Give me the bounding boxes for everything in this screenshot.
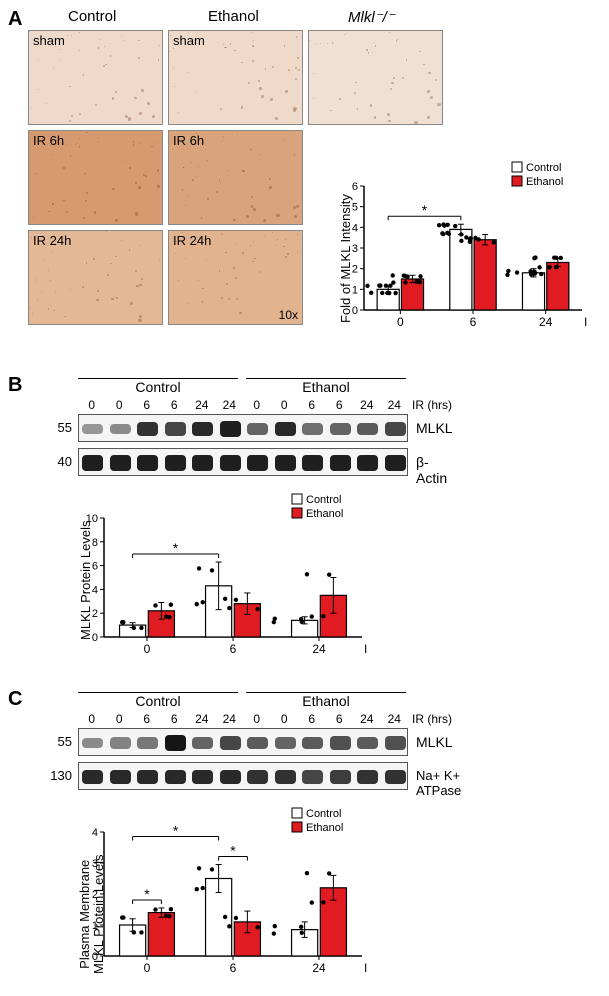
panelC-lane-times: 0066242400662424 (78, 712, 408, 726)
svg-text:*: * (173, 540, 179, 556)
svg-text:24: 24 (312, 642, 326, 656)
group-label: Control (135, 693, 180, 709)
panel-c: C Control Ethanol 0066242400662424 IR (h… (8, 688, 601, 988)
micrograph-control-24h: IR 24h (28, 230, 163, 325)
blot-name-mlkl-c: MLKL (416, 734, 453, 750)
svg-text:6: 6 (352, 181, 358, 193)
micrograph-ethanol-24h: IR 24h 10x (168, 230, 303, 325)
micrograph-label: sham (33, 33, 65, 48)
svg-text:Ethanol: Ethanol (306, 822, 343, 834)
svg-text:*: * (144, 886, 150, 902)
svg-text:0: 0 (144, 961, 151, 975)
svg-text:IR (hrs): IR (hrs) (584, 315, 588, 329)
svg-text:Control: Control (526, 162, 561, 174)
blot-actin (78, 448, 408, 476)
panelA-col-control: Control (68, 8, 116, 25)
panelC-group-control: Control (78, 692, 238, 709)
mw-130: 130 (46, 768, 72, 783)
micrograph-label: sham (173, 33, 205, 48)
panelB-group-control: Control (78, 378, 238, 395)
svg-text:*: * (173, 823, 179, 839)
svg-text:6: 6 (230, 642, 237, 656)
mw-55-c: 55 (50, 734, 72, 749)
panelA-chart: Fold of MLKL Intensity 01234560624IR (hr… (328, 158, 588, 338)
svg-text:6: 6 (230, 961, 237, 975)
micrograph-label: IR 24h (33, 233, 71, 248)
panelC-ylabel-text: Plasma Membrane MLKL Protein Levels (78, 855, 107, 974)
panelC-lane-axis: IR (hrs) (412, 712, 452, 726)
micrograph-label: IR 6h (33, 133, 64, 148)
group-label: Control (135, 379, 180, 395)
blot-atpase (78, 762, 408, 790)
svg-text:24: 24 (312, 961, 326, 975)
blot-name-actin: β- Actin (416, 454, 447, 486)
svg-text:Ethanol: Ethanol (306, 508, 343, 520)
micrograph-ethanol-6h: IR 6h (168, 130, 303, 225)
svg-text:*: * (230, 843, 236, 859)
svg-text:4: 4 (92, 827, 98, 839)
panelB-ylabel: MLKL Protein Levels (78, 521, 93, 640)
mw-55: 55 (50, 420, 72, 435)
svg-text:6: 6 (470, 315, 477, 329)
svg-text:24: 24 (539, 315, 553, 329)
panelC-chart: Plasma Membrane MLKL Protein Levels 0123… (68, 804, 368, 984)
mw-40: 40 (50, 454, 72, 469)
group-label: Ethanol (302, 379, 349, 395)
blot-mlkl (78, 414, 408, 442)
panelA-ylabel: Fold of MLKL Intensity (338, 194, 353, 323)
micrograph-ethanol-sham: sham (168, 30, 303, 125)
panelC-group-ethanol: Ethanol (246, 692, 406, 709)
svg-text:Control: Control (306, 494, 341, 506)
panelB-group-ethanol: Ethanol (246, 378, 406, 395)
magnification-label: 10x (279, 308, 298, 322)
micrograph-label: IR 6h (173, 133, 204, 148)
panel-b: B Control Ethanol 0066242400662424 IR (h… (8, 374, 601, 684)
svg-text:*: * (422, 202, 428, 218)
panelC-ylabel: Plasma Membrane MLKL Protein Levels (78, 855, 107, 974)
panel-b-label: B (8, 374, 22, 397)
panelA-col-ethanol: Ethanol (208, 8, 259, 25)
panelB-lane-axis: IR (hrs) (412, 398, 452, 412)
micrograph-control-sham: sham (28, 30, 163, 125)
group-label: Ethanol (302, 693, 349, 709)
svg-text:IR (hrs): IR (hrs) (364, 642, 368, 656)
svg-text:IR (hrs): IR (hrs) (364, 961, 368, 975)
micrograph-knockout (308, 30, 443, 125)
svg-text:0: 0 (144, 642, 151, 656)
panelB-lane-times: 0066242400662424 (78, 398, 408, 412)
panel-c-label: C (8, 688, 22, 711)
svg-text:Control: Control (306, 808, 341, 820)
micrograph-control-6h: IR 6h (28, 130, 163, 225)
panelB-chart: MLKL Protein Levels 02468100624IR (hrs)*… (68, 490, 368, 665)
micrograph-label: IR 24h (173, 233, 211, 248)
blot-mlkl-membrane (78, 728, 408, 756)
panel-a-label: A (8, 8, 22, 31)
blot-name-atpase: Na+ K+ ATPase (416, 768, 461, 798)
blot-name-mlkl: MLKL (416, 420, 453, 436)
panelA-col-knockout: Mlkl⁻/⁻ (348, 8, 395, 26)
panel-a: A Control Ethanol Mlkl⁻/⁻ sham sham IR 6… (8, 8, 601, 368)
svg-text:0: 0 (397, 315, 404, 329)
svg-text:Ethanol: Ethanol (526, 176, 563, 188)
